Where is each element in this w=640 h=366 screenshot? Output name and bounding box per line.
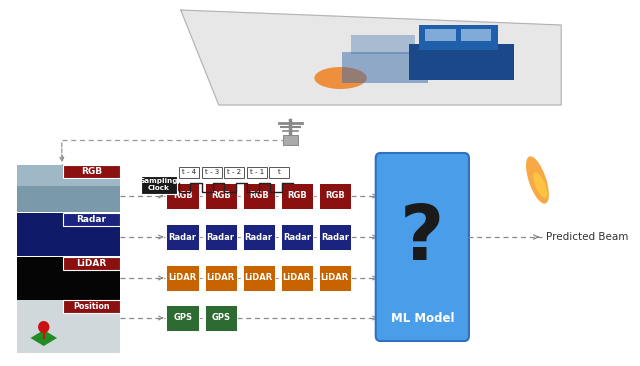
Text: RGB: RGB — [249, 191, 269, 201]
Text: t: t — [278, 169, 280, 176]
Text: LiDAR: LiDAR — [207, 273, 235, 283]
Bar — [17, 186, 120, 212]
Bar — [243, 224, 275, 250]
Text: RGB: RGB — [173, 191, 193, 201]
Text: RGB: RGB — [211, 191, 230, 201]
Bar — [63, 257, 120, 270]
Bar — [280, 265, 313, 291]
Text: Radar: Radar — [244, 232, 273, 242]
Polygon shape — [180, 10, 561, 105]
Text: LiDAR: LiDAR — [168, 273, 196, 283]
Text: RGB: RGB — [325, 191, 345, 201]
Bar — [17, 300, 120, 353]
Bar — [243, 265, 275, 291]
Bar — [205, 224, 237, 250]
Text: RGB: RGB — [287, 191, 307, 201]
Bar — [166, 183, 199, 209]
Text: RGB: RGB — [81, 167, 102, 176]
Bar — [205, 305, 237, 331]
Bar — [205, 183, 237, 209]
Bar — [282, 135, 298, 145]
Text: ML Model: ML Model — [390, 311, 454, 325]
Text: t - 3: t - 3 — [205, 169, 219, 176]
Bar — [17, 165, 120, 186]
Text: GPS: GPS — [173, 314, 192, 322]
Text: Radar: Radar — [207, 232, 235, 242]
Bar — [17, 213, 120, 256]
FancyBboxPatch shape — [376, 153, 469, 341]
Circle shape — [38, 321, 49, 333]
Bar — [225, 167, 244, 178]
Bar — [419, 25, 498, 50]
Bar — [342, 52, 428, 83]
Bar — [63, 165, 120, 178]
Bar — [166, 224, 199, 250]
Bar — [351, 35, 415, 54]
Bar — [280, 183, 313, 209]
Bar — [63, 300, 120, 313]
Ellipse shape — [526, 156, 549, 204]
Bar — [17, 213, 120, 256]
Bar — [166, 265, 199, 291]
Ellipse shape — [533, 172, 547, 198]
Text: LiDAR: LiDAR — [321, 273, 349, 283]
Text: Radar: Radar — [283, 232, 311, 242]
Bar — [243, 183, 275, 209]
Text: GPS: GPS — [211, 314, 230, 322]
Text: t - 4: t - 4 — [182, 169, 196, 176]
Polygon shape — [31, 330, 57, 346]
Text: LiDAR: LiDAR — [244, 273, 273, 283]
Bar — [319, 224, 351, 250]
Bar — [179, 167, 199, 178]
Bar — [63, 213, 120, 226]
Text: Radar: Radar — [168, 232, 196, 242]
Text: LiDAR: LiDAR — [283, 273, 311, 283]
Text: LiDAR: LiDAR — [76, 259, 107, 268]
Bar — [17, 165, 120, 212]
Bar — [202, 167, 221, 178]
Text: Radar: Radar — [77, 215, 107, 224]
Bar — [141, 176, 177, 194]
Text: Radar: Radar — [321, 232, 349, 242]
Bar — [319, 265, 351, 291]
Bar — [280, 224, 313, 250]
Text: Predicted Beam: Predicted Beam — [546, 232, 628, 242]
Bar — [319, 183, 351, 209]
Bar — [247, 167, 268, 178]
Bar — [17, 257, 120, 300]
Bar — [269, 167, 289, 178]
Ellipse shape — [314, 67, 367, 89]
Text: ?: ? — [400, 202, 445, 276]
Bar — [409, 44, 514, 80]
Text: Sampling
Clock: Sampling Clock — [140, 179, 178, 191]
Bar — [205, 265, 237, 291]
Bar — [425, 29, 456, 41]
Bar — [461, 29, 491, 41]
Text: Position: Position — [74, 302, 110, 311]
Text: t - 1: t - 1 — [250, 169, 264, 176]
Text: t - 2: t - 2 — [227, 169, 241, 176]
Bar — [166, 305, 199, 331]
